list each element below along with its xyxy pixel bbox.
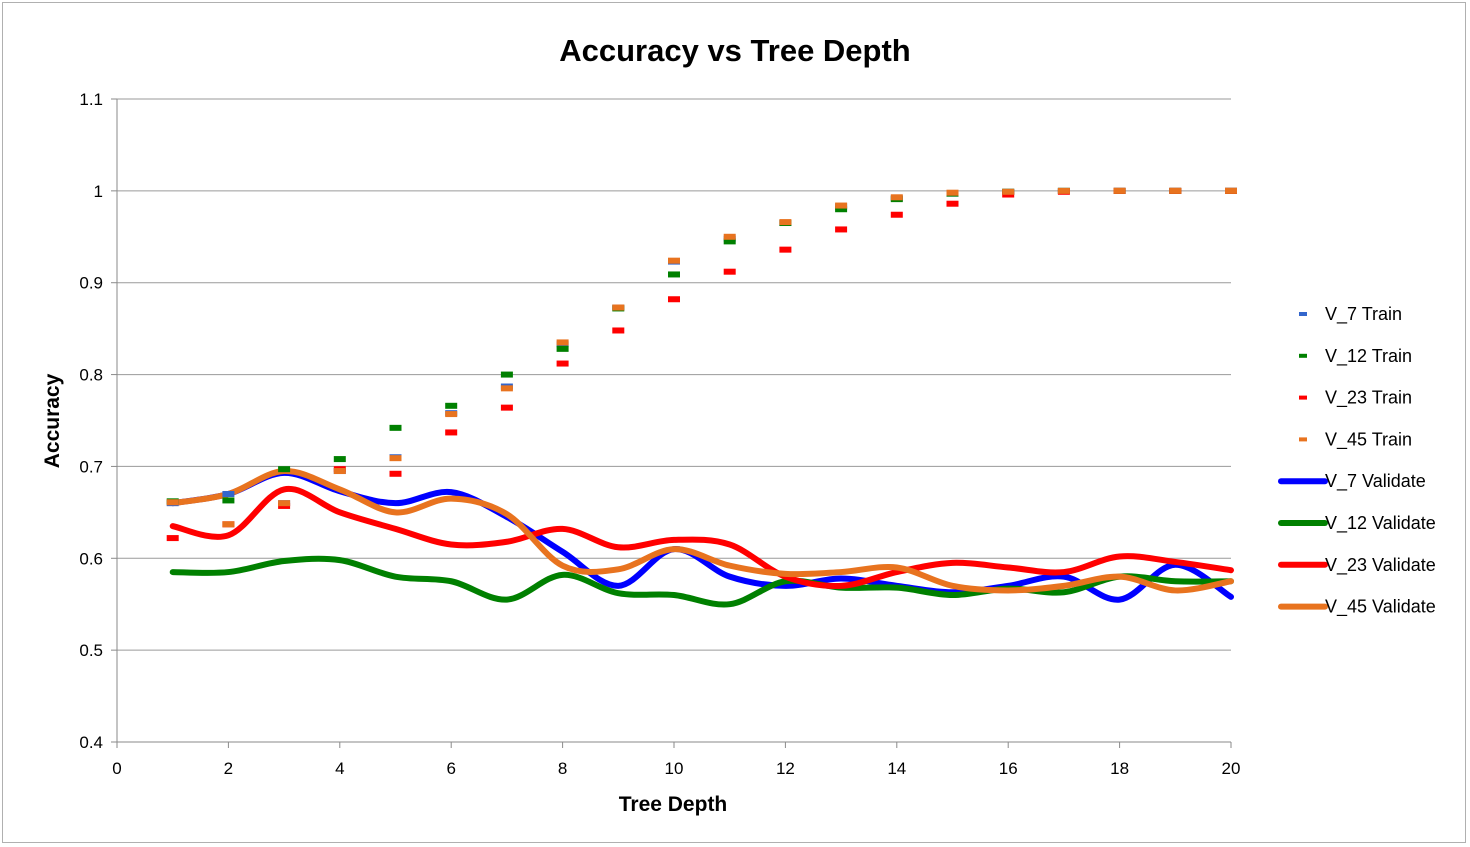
y-tick-label: 0.7 xyxy=(79,457,103,476)
y-tick-label: 0.5 xyxy=(79,641,103,660)
marker-v-12-train xyxy=(389,424,402,431)
legend-swatch xyxy=(1299,353,1307,358)
series-line-v-23-validate xyxy=(169,485,1234,589)
marker-v-45-train xyxy=(612,304,625,311)
legend-label: V_23 Validate xyxy=(1325,555,1436,576)
marker-v-23-train xyxy=(779,246,792,253)
legend-label: V_23 Train xyxy=(1325,388,1412,409)
marker-v-23-train xyxy=(890,211,903,218)
marker-v-45-train xyxy=(389,455,402,462)
marker-v-45-train xyxy=(500,385,513,392)
legend-label: V_12 Train xyxy=(1325,346,1412,367)
legend-item-v-12-validate: V_12 Validate xyxy=(1278,513,1436,534)
marker-v-12-train xyxy=(445,402,458,409)
marker-v-45-train xyxy=(1002,188,1015,195)
marker-v-45-train xyxy=(445,411,458,418)
marker-v-45-train xyxy=(333,468,346,475)
x-tick-label: 8 xyxy=(558,759,567,778)
series-line-v-12-validate xyxy=(169,555,1234,608)
legend-item-v-23-validate: V_23 Validate xyxy=(1278,555,1436,576)
x-tick-label: 16 xyxy=(999,759,1018,778)
marker-v-45-train xyxy=(946,189,959,196)
marker-v-12-train xyxy=(835,206,848,213)
y-tick-label: 0.8 xyxy=(79,366,103,385)
y-tick-label: 1.1 xyxy=(79,90,103,109)
marker-v-23-train xyxy=(946,200,959,207)
marker-v-23-train xyxy=(723,268,736,275)
x-tick-label: 0 xyxy=(112,759,121,778)
legend-swatch xyxy=(1299,312,1307,316)
series-line-v-7-validate xyxy=(169,469,1234,603)
marker-v-12-train xyxy=(556,345,569,352)
marker-v-23-train xyxy=(389,470,402,477)
x-tick-labels: 0 2 4 6 8 10 12 14 16 18 20 xyxy=(112,759,1240,778)
validate-lines xyxy=(169,468,1234,608)
y-tick-label: 0.6 xyxy=(79,549,103,568)
marker-v-23-train xyxy=(166,535,179,542)
marker-v-45-train xyxy=(668,257,680,264)
marker-v-12-train xyxy=(668,271,680,278)
x-tick-label: 20 xyxy=(1222,759,1241,778)
marker-v-23-train xyxy=(556,360,569,367)
marker-v-23-train xyxy=(668,296,680,303)
legend-label: V_7 Validate xyxy=(1325,471,1426,492)
series-line-v-45-validate xyxy=(169,468,1234,594)
accuracy-chart: Accuracy vs Tree Depth 0.40.50.60.70.80.… xyxy=(41,33,1436,816)
legend-label: V_45 Validate xyxy=(1325,597,1436,618)
chart-title: Accuracy vs Tree Depth xyxy=(559,33,911,68)
marker-v-7-train xyxy=(222,490,235,497)
x-tick-label: 6 xyxy=(446,759,455,778)
legend-item-v-23-train: V_23 Train xyxy=(1299,388,1412,409)
y-tick-label: 0.9 xyxy=(79,274,103,293)
marker-v-45-train xyxy=(1169,187,1182,194)
y-axis-title: Accuracy xyxy=(41,373,64,468)
y-tick-label: 0.4 xyxy=(79,733,103,752)
legend-swatch xyxy=(1299,437,1307,442)
marker-v-45-train xyxy=(1113,187,1126,194)
marker-v-45-train xyxy=(278,500,291,507)
legend-item-v-7-train: V_7 Train xyxy=(1299,304,1402,325)
x-tick-label: 2 xyxy=(224,759,233,778)
marker-v-45-train xyxy=(556,339,569,346)
train-markers xyxy=(166,187,1237,542)
grid-lines xyxy=(117,98,1231,651)
legend-item-v-45-train: V_45 Train xyxy=(1299,429,1412,450)
y-tick-labels: 0.4 0.5 0.6 0.7 0.8 0.9 1 1.1 xyxy=(79,90,103,752)
y-tick-label: 1 xyxy=(94,182,103,201)
marker-v-45-train xyxy=(1057,187,1070,194)
marker-v-12-train xyxy=(222,497,235,504)
legend-label: V_12 Validate xyxy=(1325,513,1436,534)
marker-v-45-train xyxy=(222,521,235,528)
legend-item-v-45-validate: V_45 Validate xyxy=(1278,597,1436,618)
legend-item-v-12-train: V_12 Train xyxy=(1299,346,1412,367)
marker-v-12-train xyxy=(723,238,736,245)
marker-v-45-train xyxy=(835,202,848,209)
legend-swatch xyxy=(1299,395,1307,400)
x-tick-label: 14 xyxy=(887,759,906,778)
marker-v-45-train xyxy=(1225,187,1237,194)
x-tick-label: 12 xyxy=(776,759,795,778)
marker-v-45-train xyxy=(890,194,903,201)
x-tick-label: 18 xyxy=(1110,759,1129,778)
marker-v-23-train xyxy=(612,327,625,334)
legend-label: V_45 Train xyxy=(1325,429,1412,450)
x-axis-title: Tree Depth xyxy=(619,793,728,816)
axes xyxy=(111,98,1232,748)
marker-v-45-train xyxy=(166,499,179,506)
legend-item-v-7-validate: V_7 Validate xyxy=(1278,471,1426,492)
x-tick-label: 10 xyxy=(665,759,684,778)
marker-v-23-train xyxy=(445,429,458,436)
marker-v-12-train xyxy=(500,371,513,378)
legend: V_7 Train V_12 Train V_23 Train V_45 Train V… xyxy=(1278,304,1436,618)
marker-v-23-train xyxy=(835,226,848,233)
legend-label: V_7 Train xyxy=(1325,304,1402,325)
marker-v-45-train xyxy=(723,233,736,240)
marker-v-12-train xyxy=(278,466,291,473)
marker-v-23-train xyxy=(500,404,513,411)
marker-v-12-train xyxy=(333,456,346,463)
marker-v-45-train xyxy=(779,219,792,226)
x-tick-label: 4 xyxy=(335,759,344,778)
